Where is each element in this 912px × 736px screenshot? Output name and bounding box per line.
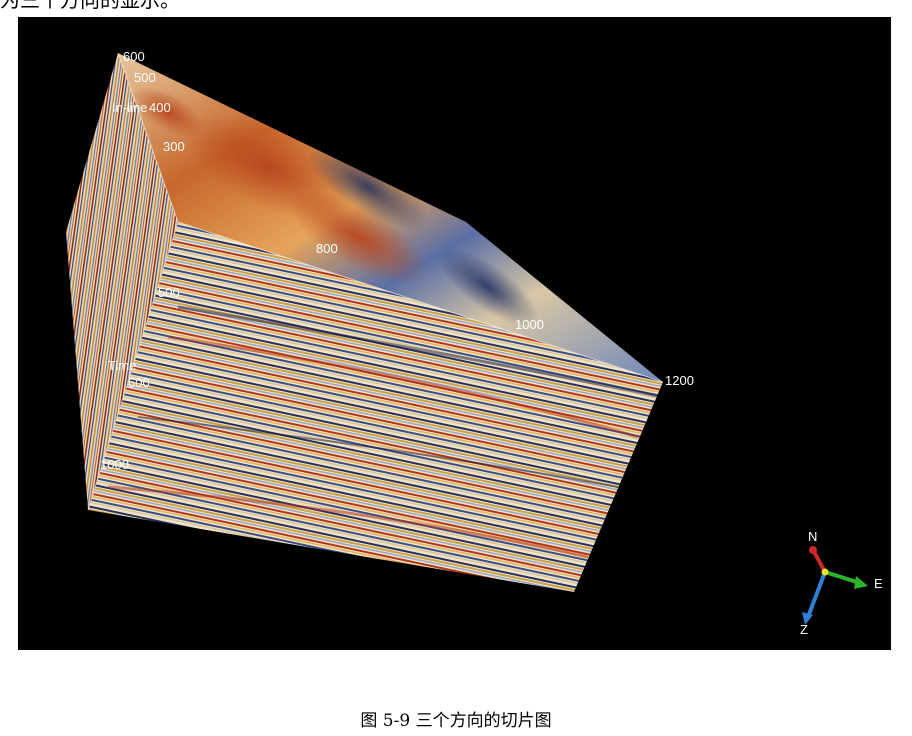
orientation-compass: N E Z: [800, 529, 883, 637]
seismic-3d-figure: 600 500 In-line 400 300 800 1000 1200 50…: [18, 17, 891, 650]
inline-face: [66, 53, 178, 510]
north-arrow: [811, 549, 827, 573]
figure-caption: 图 5-9 三个方向的切片图: [360, 711, 552, 731]
east-arrow: [824, 570, 861, 585]
compass-north-label: N: [808, 529, 817, 544]
compass-origin: [821, 568, 829, 576]
compass-east-label: E: [874, 576, 883, 591]
inline-tick-500: 500: [134, 70, 156, 85]
inline-tick-300: 300: [163, 139, 185, 154]
seismic-cube-svg: 600 500 In-line 400 300 800 1000 1200 50…: [66, 49, 883, 637]
crossline-tick-1200: 1200: [665, 373, 694, 388]
time-tick-500: 500: [158, 285, 180, 300]
time-axis-label: Time: [108, 358, 136, 373]
time-tick-1000: 1000: [100, 457, 129, 472]
crossline-tick-1000: 1000: [515, 317, 544, 332]
preceding-paragraph-text: 为三个方向的显示。: [0, 0, 180, 12]
down-arrow: [806, 571, 827, 618]
inline-axis-label: In-line: [112, 100, 147, 115]
time-tick-600: 600: [128, 375, 150, 390]
inline-tick-400: 400: [149, 100, 171, 115]
compass-down-label: Z: [800, 622, 808, 637]
inline-tick-600: 600: [123, 49, 145, 64]
crossline-tick-800: 800: [316, 241, 338, 256]
